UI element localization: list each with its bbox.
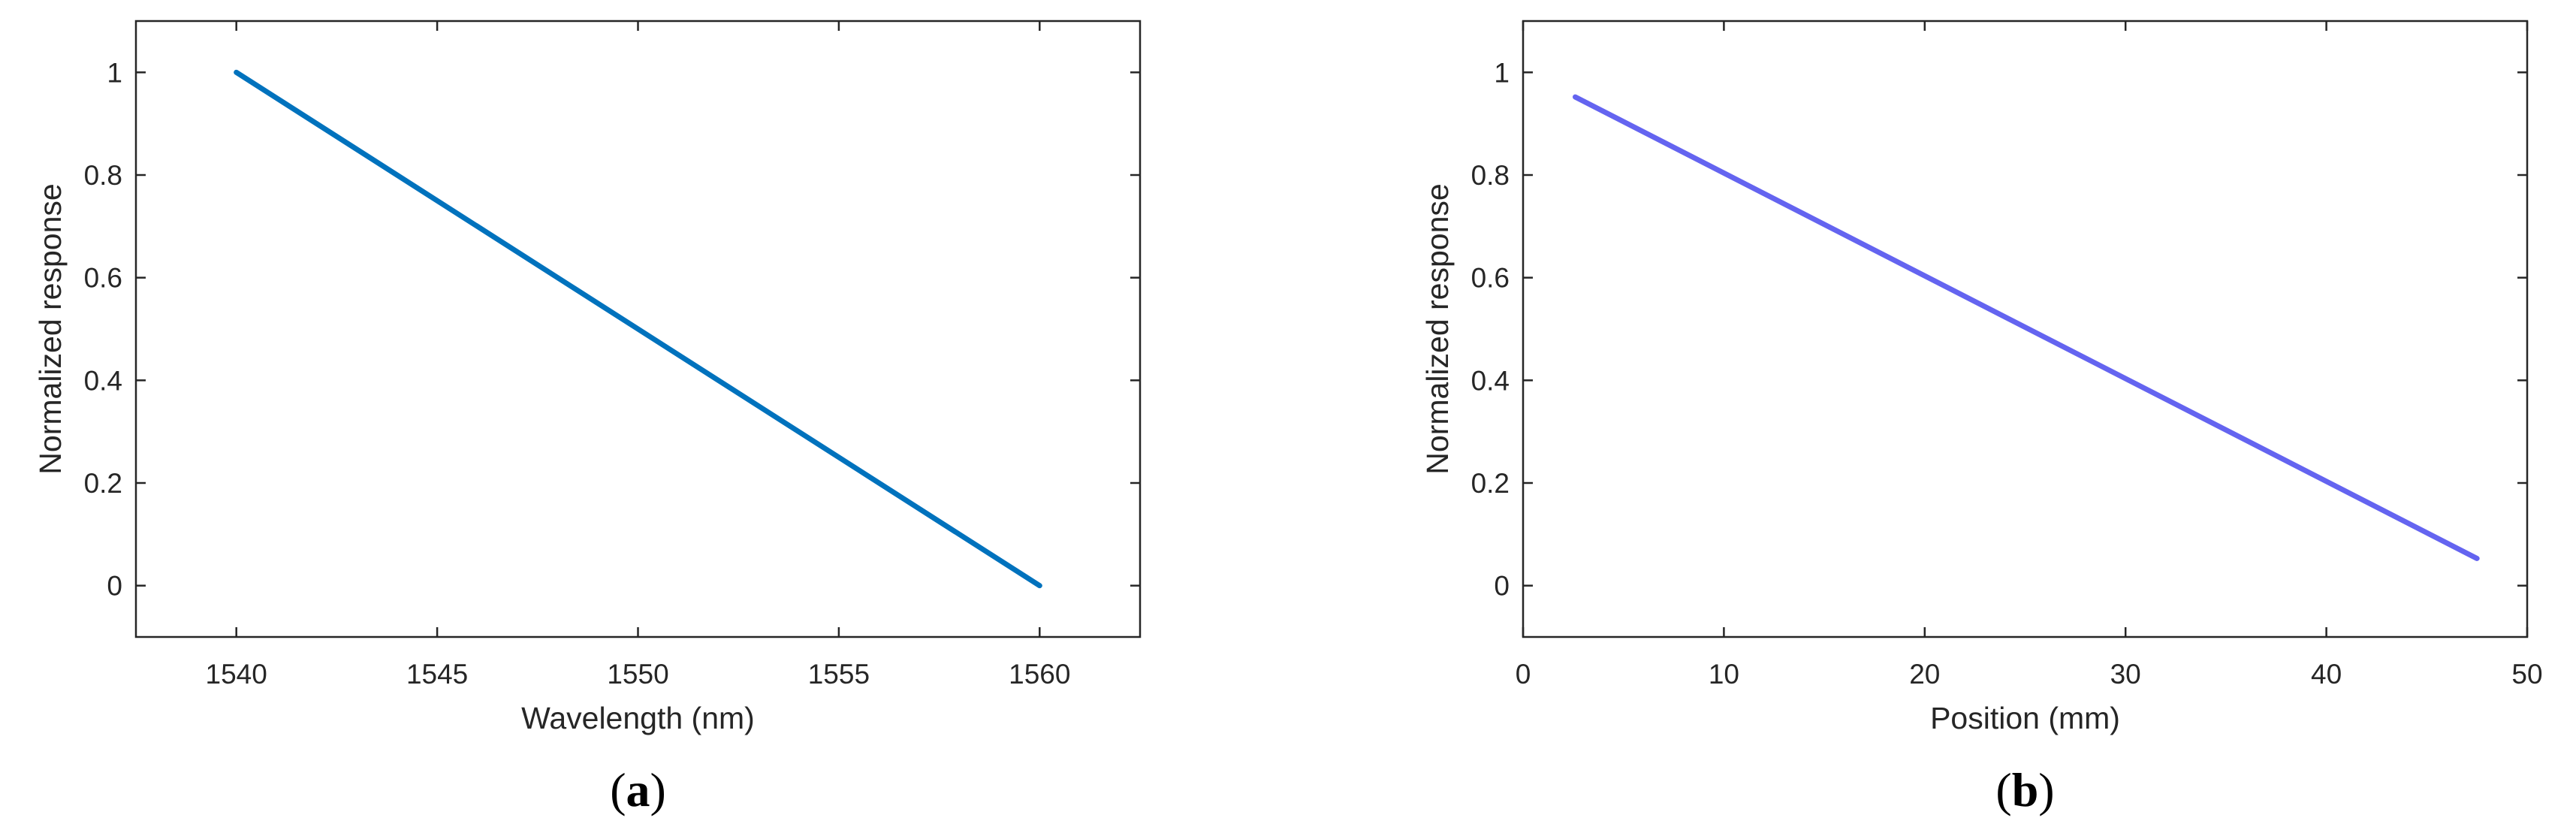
chart-1-x-tick-label: 1555: [808, 659, 870, 690]
chart-1-y-tick-label: 0.2: [84, 468, 122, 499]
chart-2-panel-label-close-paren: ): [2038, 763, 2054, 816]
chart-1-y-tick-label: 0: [107, 571, 122, 602]
chart-1-panel-label-close-paren: ): [650, 763, 666, 816]
chart-1-series-line: [234, 69, 1042, 589]
chart-1-y-axis-label: Normalized response: [33, 183, 68, 474]
chart-1-y-tick-label: 0.6: [84, 263, 122, 294]
chart-1-y-tick-label: 1: [107, 57, 122, 88]
chart-1-panel: 1540 1545 1550 1555 1560 0 0.2 0.4 0.6 0.8 1 Wavele…: [33, 20, 1142, 816]
chart-2-y-tick-label: 0.2: [1471, 468, 1510, 499]
chart-1-y-tick-label: 0.8: [84, 160, 122, 191]
chart-1-x-tick-label: 1550: [607, 659, 668, 690]
chart-2-y-tick-label: 1: [1494, 57, 1510, 88]
chart-2-x-tick-label: 0: [1516, 659, 1531, 690]
chart-2-x-tick-label: 10: [1709, 659, 1739, 690]
chart-2-y-tick-label: 0.8: [1471, 160, 1510, 191]
chart-2-y-tick-label: 0.4: [1471, 365, 1510, 396]
chart-1-panel-label: (a): [610, 763, 666, 816]
chart-2-x-axis-label: Position (mm): [1930, 701, 2120, 735]
chart-2-panel-label: (b): [1995, 763, 2054, 816]
chart-2-x-tick-label: 20: [1909, 659, 1940, 690]
chart-2-axes-box: [1522, 20, 2529, 638]
chart-1-x-axis-label: Wavelength (nm): [521, 701, 755, 735]
chart-2-x-tick-label: 50: [2511, 659, 2542, 690]
chart-2-y-tick-label: 0.6: [1471, 263, 1510, 294]
chart-2-x-tick-label: 30: [2110, 659, 2141, 690]
chart-1-panel-label-letter: a: [626, 763, 650, 816]
chart-1-x-tick-label: 1540: [206, 659, 267, 690]
chart-2-panel-label-open-paren: (: [1995, 763, 2011, 816]
chart-1-x-tick-label: 1560: [1009, 659, 1070, 690]
chart-2-y-tick-label: 0: [1494, 571, 1510, 602]
chart-2-panel-label-letter: b: [2012, 763, 2039, 816]
chart-2-series-line: [1573, 94, 2480, 561]
chart-2-x-tick-label: 40: [2311, 659, 2342, 690]
chart-1-x-tick-label: 1545: [406, 659, 468, 690]
chart-1-panel-label-open-paren: (: [610, 763, 626, 816]
chart-2-y-axis-label: Normalized response: [1420, 183, 1455, 474]
chart-2-panel: 0 10 20 30 40 50 0 0.2 0.4 0.6 0.8 1 Position (mm) No…: [1420, 20, 2543, 816]
chart-1-y-tick-label: 0.4: [84, 365, 122, 396]
